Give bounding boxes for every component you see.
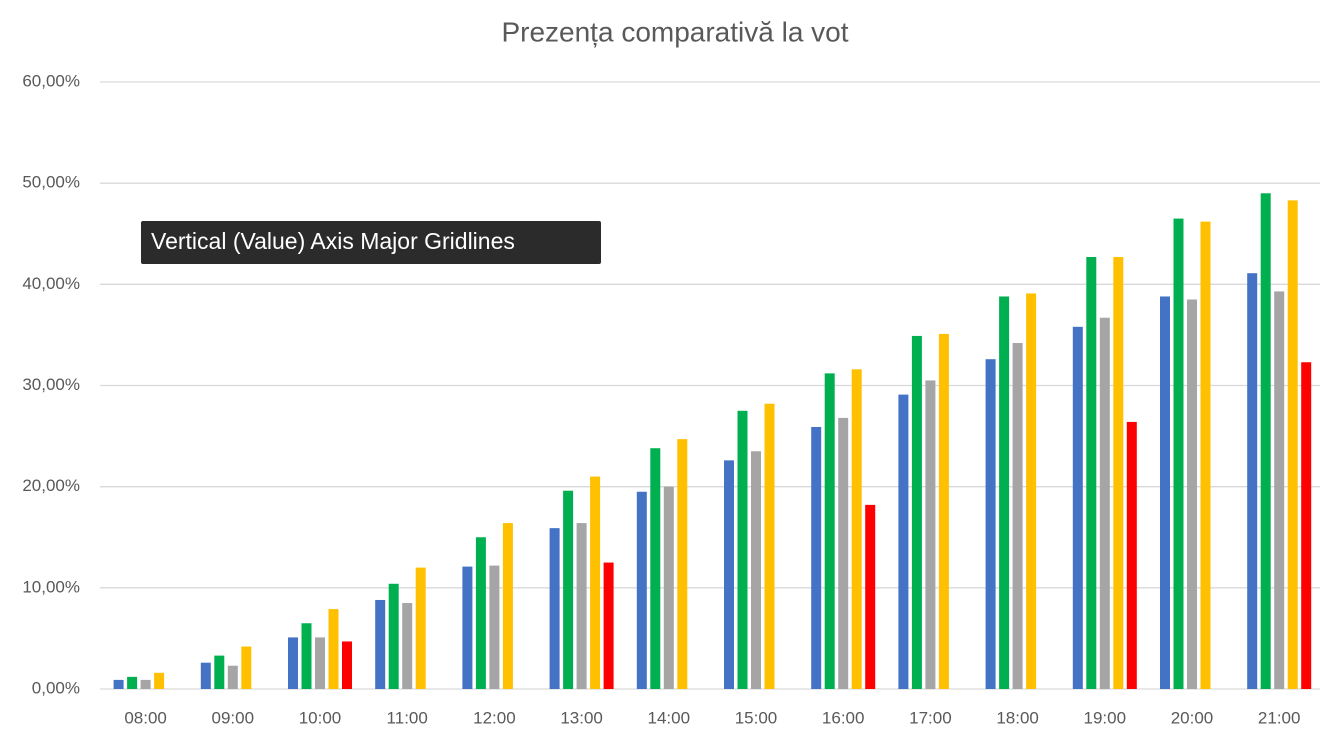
bar bbox=[576, 523, 587, 689]
bar bbox=[475, 537, 486, 689]
bar bbox=[1200, 221, 1211, 690]
bar bbox=[865, 504, 876, 689]
bar bbox=[563, 490, 574, 689]
y-tick-label: 20,00% bbox=[22, 476, 80, 495]
x-tick-label: 12:00 bbox=[473, 708, 516, 727]
bar bbox=[737, 410, 748, 689]
bar bbox=[1274, 291, 1285, 689]
x-tick-label: 15:00 bbox=[735, 708, 778, 727]
bar bbox=[502, 523, 513, 689]
bar bbox=[650, 448, 661, 689]
bar bbox=[549, 528, 560, 689]
bar bbox=[911, 335, 922, 689]
tooltip-box bbox=[141, 221, 601, 264]
x-tick-label: 08:00 bbox=[124, 708, 167, 727]
plot-area: 0,00% 10,00% 20,00% 30,00% 40,00% 50,00% 60,00… bbox=[22, 71, 1320, 727]
bar bbox=[811, 426, 822, 689]
bar bbox=[1026, 293, 1037, 689]
bar bbox=[985, 359, 996, 689]
x-tick-label: 21:00 bbox=[1258, 708, 1301, 727]
bar bbox=[140, 679, 151, 689]
bar bbox=[824, 373, 835, 689]
bar bbox=[342, 641, 352, 689]
x-tick-label: 19:00 bbox=[1084, 708, 1127, 727]
bar bbox=[1126, 421, 1137, 689]
bar bbox=[1173, 218, 1184, 689]
bar bbox=[1086, 257, 1097, 689]
bar bbox=[1301, 362, 1312, 689]
bar bbox=[1160, 296, 1170, 689]
x-tick-label: 18:00 bbox=[996, 708, 1039, 727]
bar bbox=[938, 333, 949, 689]
bar bbox=[603, 562, 614, 689]
bar bbox=[200, 662, 211, 689]
bar bbox=[1187, 299, 1197, 689]
bar bbox=[328, 609, 339, 689]
tooltip-text: Vertical (Value) Axis Major Gridlines bbox=[151, 228, 515, 254]
bar bbox=[925, 380, 936, 689]
x-tick-label: 13:00 bbox=[560, 708, 603, 727]
bar bbox=[663, 486, 674, 689]
y-tick-label: 50,00% bbox=[22, 173, 80, 192]
y-tick-label: 30,00% bbox=[22, 375, 80, 394]
bar bbox=[590, 476, 601, 689]
bar bbox=[838, 417, 849, 689]
y-tick-label: 10,00% bbox=[22, 577, 80, 596]
tooltip: Vertical (Value) Axis Major Gridlines bbox=[141, 221, 601, 264]
bar bbox=[751, 451, 761, 689]
bar bbox=[388, 583, 399, 689]
x-tick-label: 17:00 bbox=[909, 708, 952, 727]
bar bbox=[288, 637, 298, 689]
bar bbox=[764, 403, 775, 689]
bar bbox=[315, 637, 325, 689]
x-tick-label: 14:00 bbox=[648, 708, 691, 727]
bar bbox=[677, 439, 688, 689]
bar bbox=[851, 369, 862, 689]
bar bbox=[402, 603, 413, 689]
bar bbox=[301, 623, 312, 689]
bar bbox=[489, 565, 500, 689]
y-tick-label: 0,00% bbox=[32, 678, 80, 697]
bar bbox=[898, 394, 909, 689]
bar bbox=[462, 566, 473, 689]
bar bbox=[214, 655, 225, 689]
x-tick-label: 11:00 bbox=[387, 708, 428, 727]
bar bbox=[724, 460, 734, 689]
bar bbox=[1260, 193, 1271, 690]
bar bbox=[415, 567, 426, 689]
bar bbox=[113, 679, 124, 689]
x-tick-label: 10:00 bbox=[299, 708, 342, 727]
bar bbox=[1012, 343, 1023, 689]
y-tick-label: 60,00% bbox=[22, 71, 80, 90]
bar bbox=[999, 296, 1010, 689]
bar bbox=[1247, 273, 1258, 689]
chart-title: Prezența comparativă la vot bbox=[501, 16, 848, 47]
bar bbox=[1072, 326, 1083, 689]
y-tick-label: 40,00% bbox=[22, 274, 80, 293]
x-tick-label: 16:00 bbox=[822, 708, 865, 727]
bar bbox=[1287, 200, 1298, 690]
x-tick-label: 20:00 bbox=[1171, 708, 1214, 727]
bar bbox=[241, 646, 252, 689]
bar bbox=[636, 491, 647, 689]
x-tick-label: 09:00 bbox=[212, 708, 255, 727]
bar bbox=[1099, 317, 1110, 689]
bar bbox=[227, 665, 238, 689]
bar bbox=[127, 676, 138, 689]
bar bbox=[154, 672, 165, 689]
bar bbox=[1113, 257, 1124, 689]
bar bbox=[375, 599, 386, 689]
